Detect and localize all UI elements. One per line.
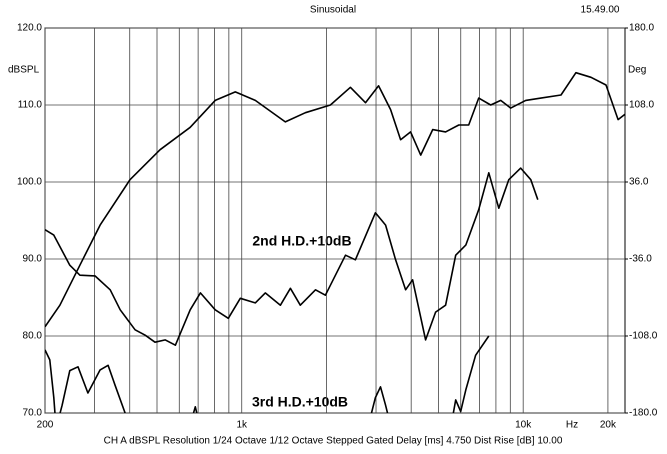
y-tick-label: 90.0	[23, 254, 43, 265]
y-tick-label: 100.0	[17, 177, 42, 188]
annotation: 2nd H.D.+10dB	[252, 233, 351, 249]
y-tick-label: 120.0	[17, 23, 42, 34]
timestamp: 15.49.00	[581, 5, 620, 16]
y-tick-label: 70.0	[23, 408, 43, 419]
y2-axis-label: Deg	[628, 65, 646, 76]
y2-tick-label: -180.0	[629, 408, 658, 419]
chart-title: Sinusoidal	[310, 5, 356, 16]
x-tick-label: 20k	[600, 420, 617, 431]
line	[45, 335, 490, 413]
line	[45, 71, 625, 328]
line	[45, 167, 539, 346]
x-tick-label: 10k	[515, 420, 532, 431]
plot-lines	[45, 71, 625, 413]
y2-tick-label: 108.0	[629, 100, 654, 111]
y2-tick-label: -36.0	[629, 254, 652, 265]
y2-tick-label: -108.0	[629, 331, 658, 342]
y-tick-label: 80.0	[23, 331, 43, 342]
y-axis-label: dBSPL	[8, 65, 40, 76]
y2-tick-label: 180.0	[629, 23, 654, 34]
y2-tick-label: 36.0	[629, 177, 649, 188]
x-tick-label: 1k	[236, 420, 248, 431]
annotation: 3rd H.D.+10dB	[252, 394, 348, 410]
x-tick-label: 200	[37, 420, 54, 431]
footer: CH A dBSPL Resolution 1/24 Octave 1/12 O…	[104, 436, 563, 447]
y-tick-label: 110.0	[18, 100, 43, 111]
x-axis-label: Hz	[566, 420, 578, 431]
